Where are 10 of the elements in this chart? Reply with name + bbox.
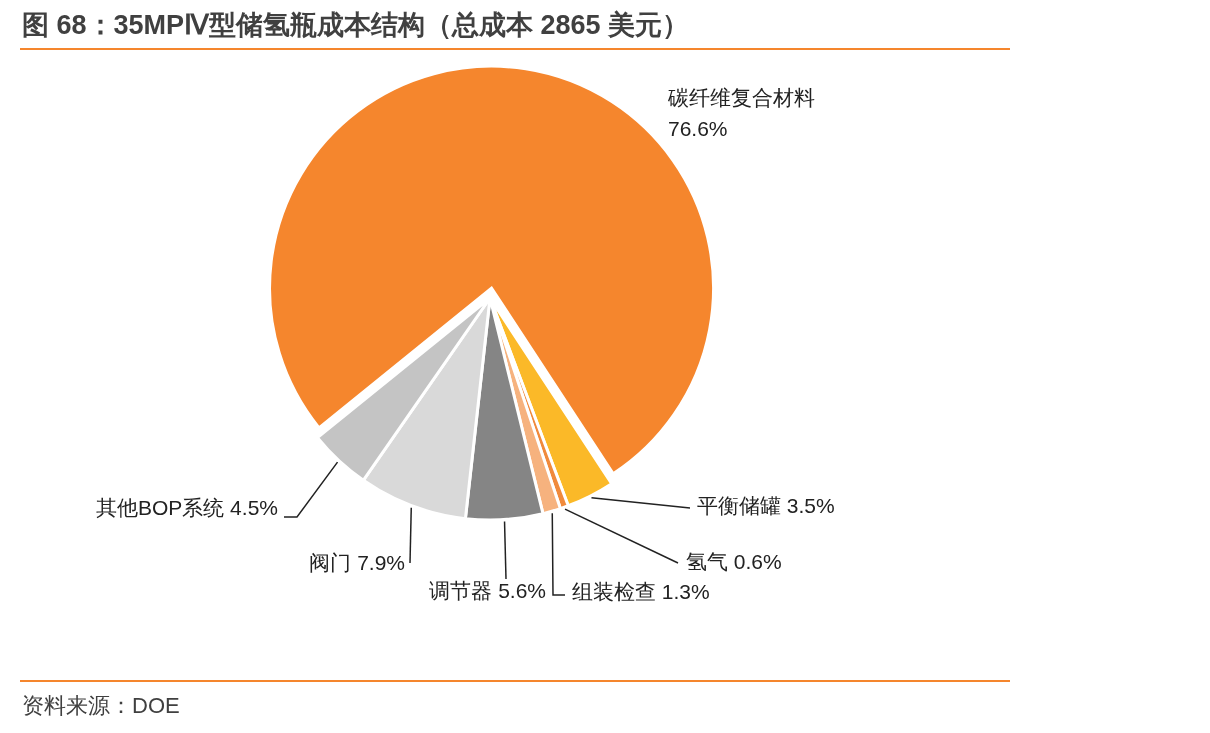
slice-label: 碳纤维复合材料 <box>667 86 815 109</box>
chart-title: 图 68：35MPⅣ型储氢瓶成本结构（总成本 2865 美元） <box>22 10 690 40</box>
slice-label: 组装检查 1.3% <box>572 580 710 603</box>
slice-label: 调节器 5.6% <box>429 579 546 602</box>
data-label: 76.6% <box>668 117 728 140</box>
slice-label: 氢气 0.6% <box>686 550 782 573</box>
slice-label: 其他BOP系统 4.5% <box>95 496 278 519</box>
slice-label: 平衡储罐 3.5% <box>697 494 835 517</box>
text: 资料来源：DOE <box>22 693 180 718</box>
slice-label: 阀门 7.9% <box>309 551 405 574</box>
